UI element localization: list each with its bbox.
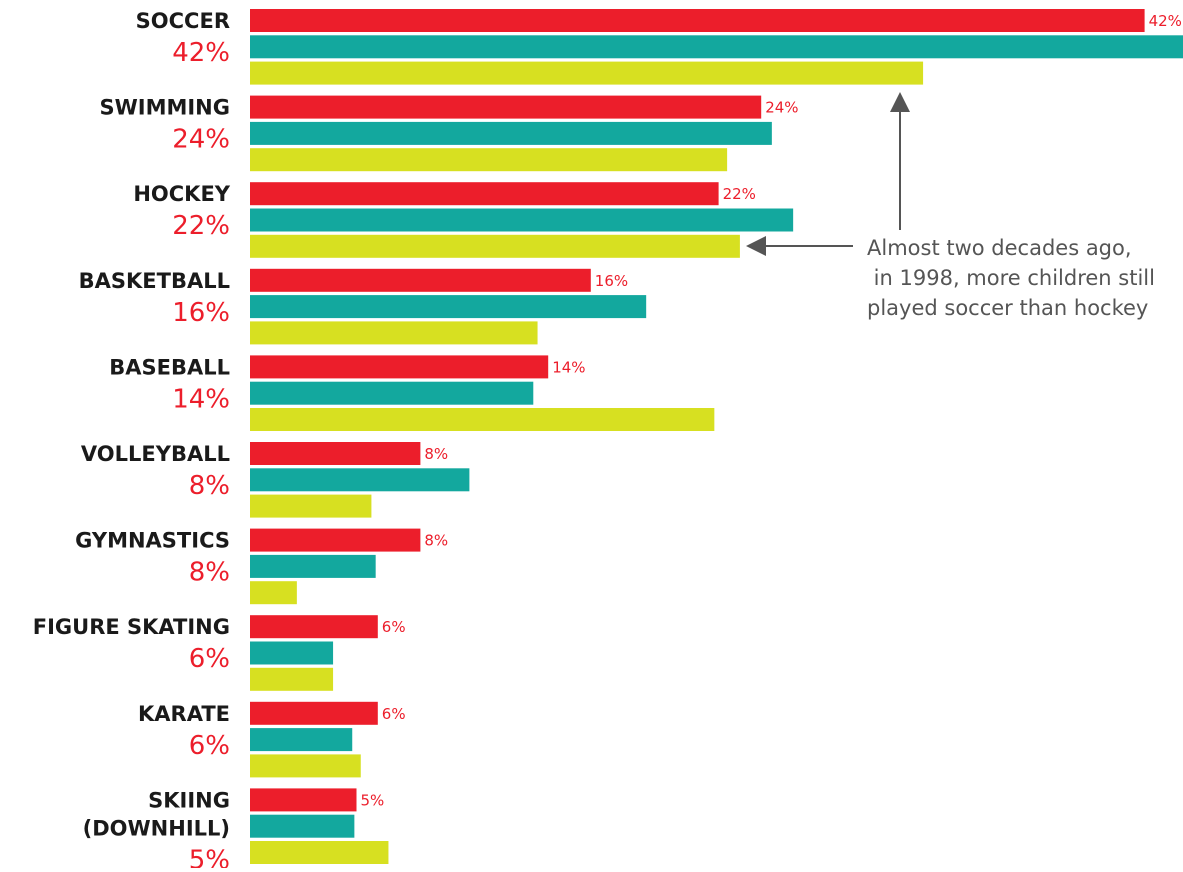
bar-teal	[250, 814, 355, 838]
category-percent: 42%	[172, 38, 230, 68]
bar-value-label: 8%	[424, 445, 448, 463]
bar-value-label: 6%	[382, 705, 406, 723]
annotation-text: in 1998, more children still	[867, 266, 1155, 290]
annotation-text: played soccer than hockey	[867, 296, 1148, 320]
bar-value-label: 6%	[382, 618, 406, 636]
bar-yellow	[250, 148, 728, 172]
category-label: FIGURE SKATING	[33, 615, 230, 639]
bar-value-label: 24%	[765, 99, 798, 117]
bar-teal	[250, 208, 794, 232]
bar-red	[250, 788, 357, 812]
category-label: (DOWNHILL)	[83, 816, 230, 840]
category-percent: 8%	[189, 471, 230, 501]
category-percent: 5%	[189, 845, 230, 868]
bar-red	[250, 9, 1145, 32]
bar-teal	[250, 554, 376, 578]
category-percent: 16%	[172, 298, 230, 328]
bar-value-label: 14%	[552, 358, 585, 376]
bar-red	[250, 528, 421, 552]
bar-red	[250, 442, 421, 465]
bar-yellow	[250, 667, 334, 691]
bar-red	[250, 615, 378, 639]
bar-red	[250, 701, 378, 725]
category-percent: 8%	[189, 558, 230, 588]
category-label: HOCKEY	[133, 182, 230, 206]
category-percent: 14%	[172, 384, 230, 414]
bar-yellow	[250, 841, 389, 864]
bar-yellow	[250, 321, 538, 345]
category-percent: 6%	[189, 731, 230, 761]
bar-red	[250, 182, 719, 206]
bar-yellow	[250, 494, 372, 518]
category-label: VOLLEYBALL	[81, 442, 230, 466]
bar-value-label: 5%	[361, 791, 385, 809]
category-label: KARATE	[138, 702, 230, 726]
category-label: BASEBALL	[109, 355, 230, 379]
bar-red	[250, 355, 549, 379]
bar-yellow	[250, 408, 715, 431]
bar-value-label: 8%	[424, 532, 448, 550]
bar-value-label: 22%	[723, 185, 756, 203]
bar-yellow	[250, 581, 297, 605]
bar-yellow	[250, 754, 361, 778]
bar-teal	[250, 35, 1183, 59]
bar-teal	[250, 641, 334, 665]
bar-teal	[250, 121, 772, 145]
bar-yellow	[250, 61, 924, 85]
category-percent: 22%	[172, 211, 230, 241]
category-percent: 24%	[172, 125, 230, 155]
bar-teal	[250, 381, 534, 405]
bar-yellow	[250, 234, 740, 258]
category-label: SKIING	[148, 788, 230, 812]
bar-teal	[250, 295, 647, 319]
category-label: SWIMMING	[99, 96, 230, 120]
category-label: GYMNASTICS	[75, 529, 230, 553]
bar-value-label: 16%	[595, 272, 628, 290]
bar-teal	[250, 468, 470, 492]
category-label: BASKETBALL	[79, 269, 230, 293]
annotation-text: Almost two decades ago,	[867, 236, 1132, 260]
bar-red	[250, 95, 762, 119]
bar-red	[250, 268, 591, 292]
bar-value-label: 42%	[1149, 12, 1182, 30]
category-percent: 6%	[189, 644, 230, 674]
category-label: SOCCER	[136, 9, 230, 33]
bar-teal	[250, 728, 353, 752]
